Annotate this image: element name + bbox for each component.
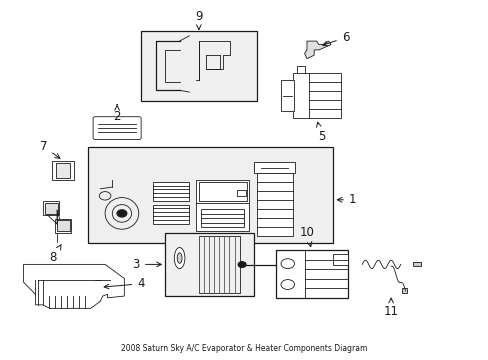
Polygon shape (23, 264, 124, 309)
Bar (44, 203, 58, 214)
Circle shape (117, 210, 126, 217)
Bar (88, 147, 333, 243)
Bar (57, 220, 69, 231)
Text: 6: 6 (322, 31, 348, 46)
Ellipse shape (174, 248, 184, 269)
Bar (256, 173, 292, 236)
Bar (199, 236, 239, 293)
Bar (153, 182, 189, 201)
Text: 8: 8 (50, 245, 61, 264)
Bar (201, 209, 244, 228)
Text: 2008 Saturn Sky A/C Evaporator & Heater Components Diagram: 2008 Saturn Sky A/C Evaporator & Heater … (121, 344, 367, 353)
Text: 9: 9 (195, 10, 202, 30)
Bar (52, 161, 74, 180)
Bar (153, 204, 189, 224)
Text: 5: 5 (316, 122, 325, 143)
Bar (199, 182, 246, 201)
Text: 11: 11 (383, 298, 398, 318)
Bar (401, 288, 407, 293)
Bar (412, 262, 421, 266)
FancyBboxPatch shape (93, 117, 141, 140)
Circle shape (238, 262, 245, 267)
Bar (254, 162, 294, 173)
Bar (42, 201, 60, 215)
Bar (237, 190, 245, 196)
Bar (333, 254, 347, 265)
Text: 2: 2 (113, 105, 121, 123)
Bar (141, 31, 256, 101)
Bar (165, 233, 254, 296)
Ellipse shape (177, 253, 182, 264)
Bar (56, 163, 70, 177)
Text: 7: 7 (40, 140, 60, 158)
Text: 3: 3 (132, 258, 161, 271)
Text: 4: 4 (104, 277, 144, 290)
Polygon shape (304, 41, 330, 59)
Bar (275, 250, 347, 298)
Text: 1: 1 (337, 193, 356, 206)
Bar (292, 73, 340, 118)
Bar (280, 80, 293, 112)
Bar (55, 219, 71, 233)
Text: 10: 10 (299, 226, 314, 247)
Bar (196, 180, 249, 231)
